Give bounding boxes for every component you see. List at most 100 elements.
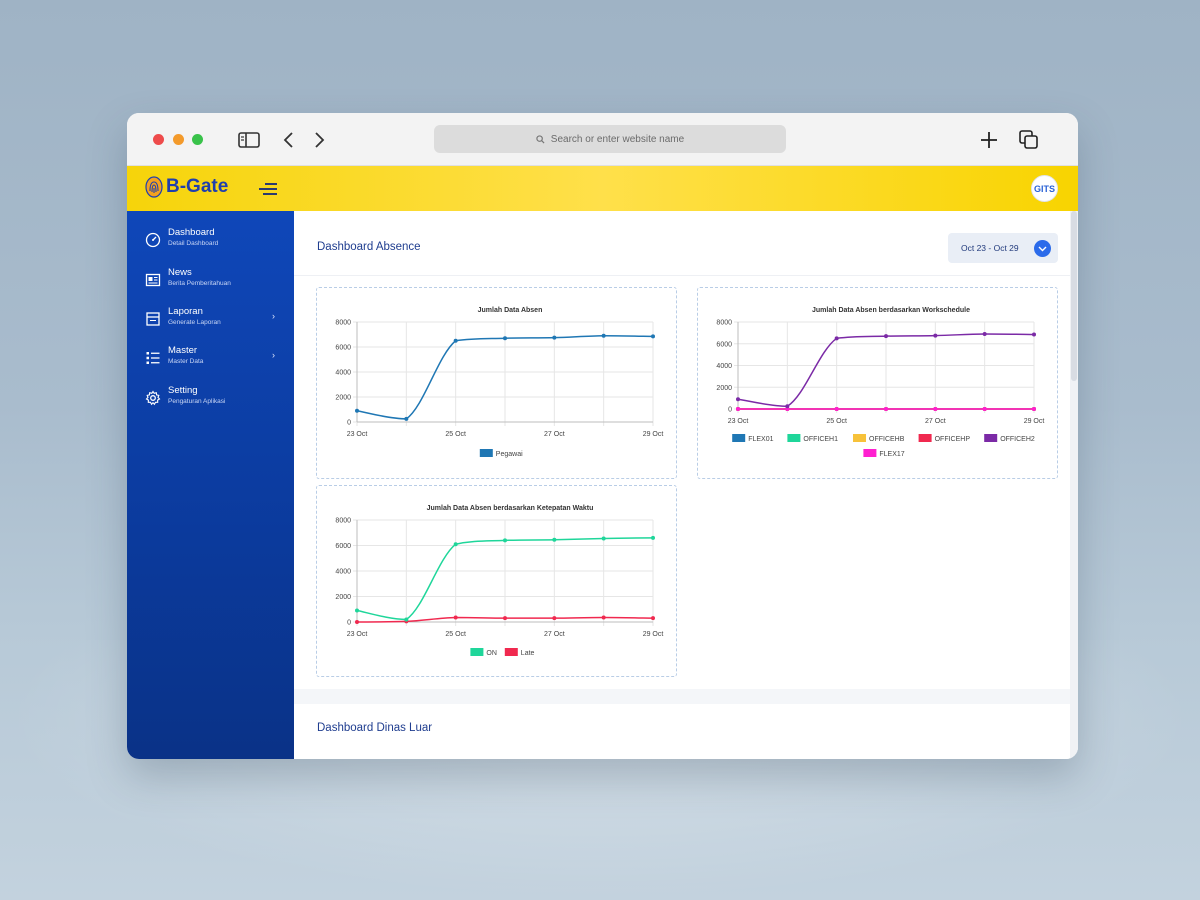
legend-label: OFFICEHB (869, 436, 905, 443)
y-tick-label: 2000 (335, 594, 351, 601)
logo-text: B-Gate (166, 176, 229, 197)
sidebar-item-news[interactable]: News Berita Pemberitahuan (145, 267, 285, 297)
data-point (933, 407, 938, 411)
x-tick-label: 27 Oct (544, 631, 565, 638)
data-point (503, 538, 507, 543)
sidebar-item-title: Setting (168, 385, 198, 396)
date-range-text: Oct 23 - Oct 29 (961, 243, 1019, 253)
x-tick-label: 29 Oct (1024, 418, 1045, 425)
data-point (982, 331, 987, 336)
back-arrow-icon[interactable] (277, 129, 301, 151)
sidebar-toggle-icon[interactable] (237, 129, 261, 151)
avatar-text: GITS (1033, 183, 1055, 194)
data-point (884, 407, 888, 411)
app-header: B-Gate GITS (127, 166, 1078, 211)
x-tick-label: 25 Oct (826, 418, 847, 425)
minimize-window-button[interactable] (173, 134, 184, 145)
panel-title: Dashboard Absence (317, 241, 421, 253)
scrollbar-thumb[interactable] (1071, 211, 1077, 381)
data-point (1032, 332, 1036, 337)
chevron-down-icon[interactable] (1034, 240, 1051, 257)
data-point (552, 335, 557, 340)
dinas-luar-panel: Dashboard Dinas Luar (294, 704, 1070, 759)
data-point (834, 336, 839, 341)
legend-label: Late (521, 650, 535, 657)
scrollbar[interactable] (1070, 211, 1078, 759)
chart-card: Jumlah Data Absen berdasarkan Workschedu… (697, 287, 1058, 479)
data-point (601, 615, 606, 620)
y-tick-label: 8000 (716, 320, 732, 327)
tab-overview-icon[interactable] (1017, 129, 1041, 151)
legend-swatch (918, 434, 932, 442)
chart-card: Jumlah Data Absen 0 2000 4000 6000 8000 23 Oct… (316, 287, 677, 479)
data-point (453, 338, 458, 343)
legend-label: Pegawai (496, 451, 523, 458)
data-point (933, 333, 938, 338)
legend-swatch (787, 434, 801, 442)
data-point (884, 334, 888, 339)
new-tab-plus-icon[interactable] (977, 129, 1001, 151)
data-point (355, 608, 359, 613)
list-icon (146, 352, 160, 364)
data-point (601, 333, 606, 338)
data-point (601, 536, 606, 541)
date-range-picker[interactable]: Oct 23 - Oct 29 (948, 233, 1058, 263)
chart-absen: Jumlah Data Absen 0 2000 4000 6000 8000 23 Oct… (335, 307, 663, 458)
y-tick-label: 6000 (335, 345, 351, 352)
legend-label: FLEX17 (879, 451, 904, 458)
sidebar-item-setting[interactable]: Setting Pengaturan Aplikasi (145, 385, 285, 415)
data-point (552, 616, 557, 621)
sidebar-item-subtitle: Detail Dashboard (168, 240, 219, 247)
x-tick-label: 23 Oct (347, 431, 368, 438)
browser-toolbar: Search or enter website name (127, 113, 1078, 166)
app-logo[interactable]: B-Gate (145, 176, 228, 198)
sidebar-item-laporan[interactable]: Laporan Generate Laporan › (145, 306, 285, 336)
main-content: Dashboard Absence Oct 23 - Oct 29 Jumlah… (294, 211, 1078, 759)
sidebar: Dashboard Detail Dashboard News Berita P… (127, 211, 294, 759)
data-point (503, 336, 507, 341)
legend-label: OFFICEHP (935, 436, 971, 443)
y-tick-label: 8000 (335, 320, 351, 327)
data-point (785, 404, 790, 409)
sidebar-item-title: Master (168, 345, 198, 356)
menu-toggle-icon[interactable] (257, 182, 277, 196)
chart-absen-ketepatan-waktu: Jumlah Data Absen berdasarkan Ketepatan … (335, 505, 664, 657)
user-avatar[interactable]: GITS (1031, 175, 1058, 202)
dashboard-icon (145, 232, 161, 248)
legend-swatch (863, 449, 877, 457)
sidebar-item-subtitle: Generate Laporan (168, 319, 221, 326)
chart-title: Jumlah Data Absen (478, 307, 543, 314)
data-point (651, 616, 655, 621)
sidebar-item-title: News (168, 267, 192, 278)
legend-swatch (732, 434, 746, 442)
chart-absen-workschedule: Jumlah Data Absen berdasarkan Workschedu… (716, 307, 1045, 458)
sidebar-item-master[interactable]: Master Master Data › (145, 345, 285, 375)
legend-swatch (984, 434, 998, 442)
browser-window: Search or enter website name B-Gate GITS (127, 113, 1078, 759)
gear-icon (145, 390, 161, 406)
close-window-button[interactable] (153, 134, 164, 145)
y-tick-label: 2000 (716, 385, 732, 392)
y-tick-label: 0 (728, 407, 732, 414)
y-tick-label: 0 (347, 420, 351, 427)
data-point (736, 397, 740, 402)
forward-arrow-icon[interactable] (307, 129, 331, 151)
sidebar-item-subtitle: Pengaturan Aplikasi (168, 398, 226, 405)
sidebar-item-subtitle: Berita Pemberitahuan (168, 280, 231, 287)
sidebar-item-title: Laporan (168, 306, 203, 317)
data-point (404, 617, 409, 622)
legend-label: OFFICEH1 (803, 436, 838, 443)
y-tick-label: 8000 (335, 518, 351, 525)
data-point (503, 616, 507, 621)
search-icon (536, 134, 545, 144)
address-bar[interactable]: Search or enter website name (434, 125, 786, 153)
data-point (355, 620, 359, 624)
sidebar-item-dashboard[interactable]: Dashboard Detail Dashboard (145, 227, 285, 257)
chevron-right-icon: › (272, 350, 275, 360)
y-tick-label: 6000 (335, 543, 351, 550)
chart-title: Jumlah Data Absen berdasarkan Workschedu… (812, 307, 970, 314)
absence-panel: Dashboard Absence Oct 23 - Oct 29 Jumlah… (294, 211, 1070, 689)
x-tick-label: 29 Oct (643, 631, 664, 638)
maximize-window-button[interactable] (192, 134, 203, 145)
news-icon (145, 273, 161, 287)
